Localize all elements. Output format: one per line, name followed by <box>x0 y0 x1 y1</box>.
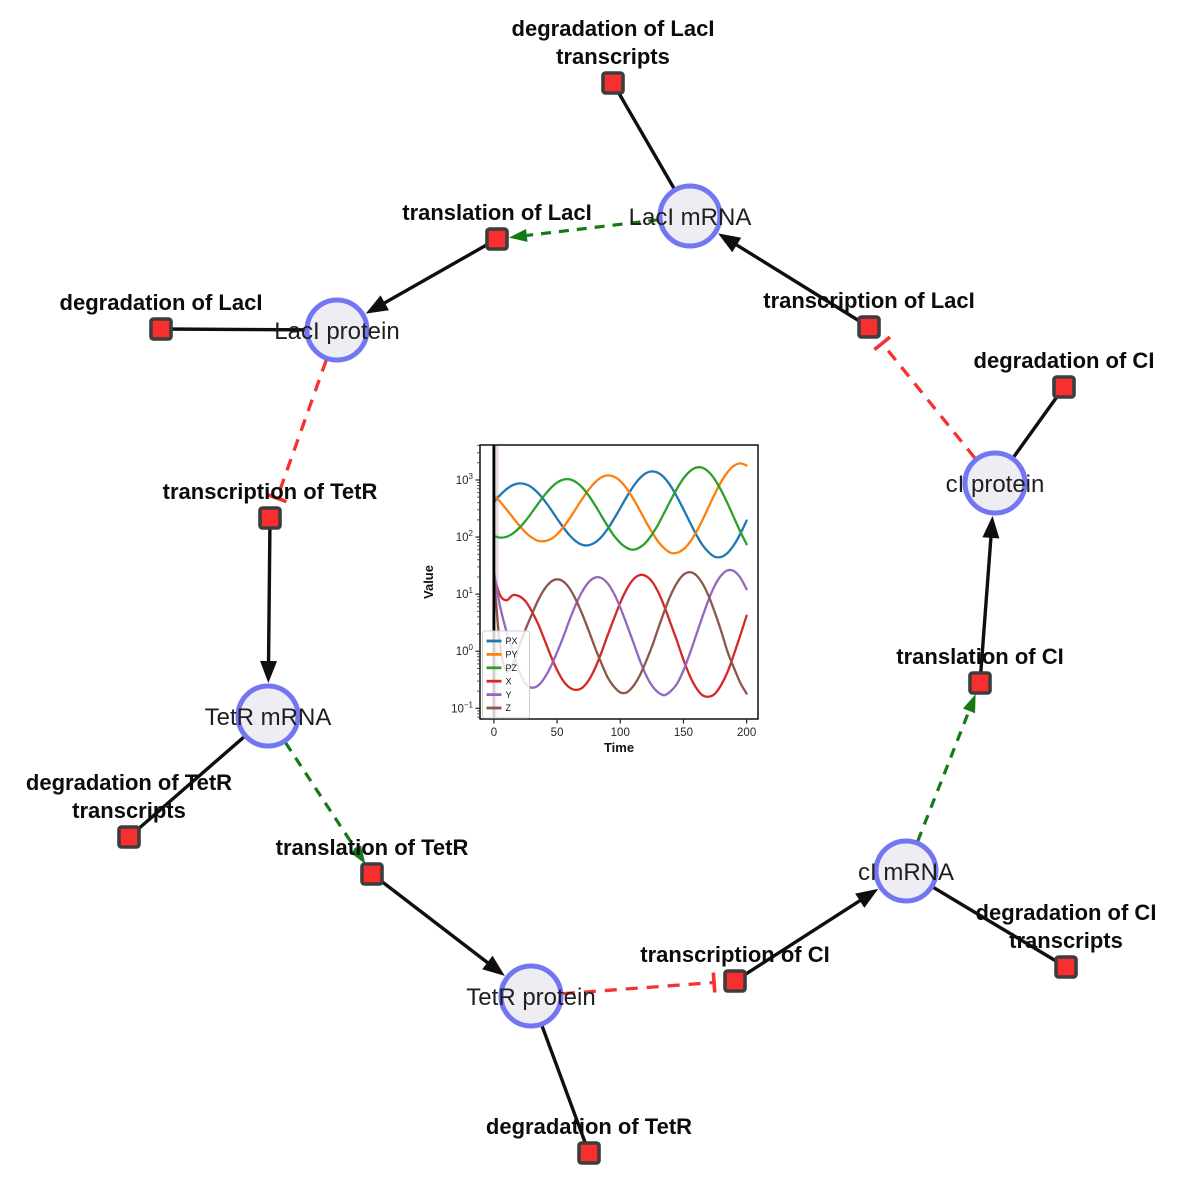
series-Y <box>492 568 748 697</box>
arrowhead <box>365 295 390 314</box>
reaction-node-deg_ci_tx[interactable] <box>1054 955 1078 979</box>
inhibition-tee <box>267 493 288 504</box>
y-tick-label: 100 <box>456 643 474 658</box>
timeseries-plot: 0 50 100 150 20010−1100101102103TimeValuePXP… <box>421 444 759 755</box>
x-tick-label: 150 <box>674 727 693 739</box>
reaction-label-txn_ci: transcription of CI <box>640 942 829 967</box>
legend-box <box>482 630 530 719</box>
reaction-label-txn_laci: transcription of LacI <box>763 288 974 313</box>
reaction-node-transl_tetr[interactable] <box>360 862 384 886</box>
y-tick-label: 102 <box>456 529 474 544</box>
edge-product <box>370 872 495 969</box>
edge-activation <box>526 218 659 238</box>
species-label-tetr_mrna: TetR mRNA <box>205 704 332 731</box>
species-node-ci_prot[interactable] <box>962 450 1028 516</box>
y-tick-label: 10−1 <box>451 700 473 715</box>
species-node-tetr_mrna[interactable] <box>235 683 301 749</box>
species-node-tetr_prot[interactable] <box>498 963 564 1029</box>
labels-layer: degradation of LacI transcripts translatio… <box>26 16 1157 1139</box>
reaction-node-deg_laci[interactable] <box>149 317 173 341</box>
legend-label-Z: Z <box>506 703 512 713</box>
edge-product <box>377 237 498 309</box>
species-node-ci_mrna[interactable] <box>873 838 939 904</box>
x-tick-label: 0 <box>491 727 497 739</box>
y-axis-label: Value <box>421 565 436 599</box>
edge-inhibition <box>880 342 977 460</box>
series-PX <box>492 470 748 559</box>
x-tick-label: 100 <box>611 727 630 739</box>
species-label-laci_mrna: LacI mRNA <box>629 204 752 231</box>
reaction-label-deg_ci_tx: transcripts <box>1009 928 1123 953</box>
plot-frame <box>479 444 759 720</box>
activation-arrowhead <box>350 845 366 864</box>
edge-product <box>729 239 870 329</box>
reaction-node-deg_tetr[interactable] <box>577 1141 601 1165</box>
legend-label-X: X <box>506 676 512 686</box>
legend-label-PX: PX <box>506 636 518 646</box>
edge-product <box>978 529 994 684</box>
reaction-label-deg_laci_tx: transcripts <box>556 44 670 69</box>
reaction-label-deg_tetr: degradation of TetR <box>486 1114 692 1139</box>
nodes-layer <box>117 71 1078 1165</box>
series-Z <box>492 570 748 695</box>
x-tick-label: 200 <box>737 727 756 739</box>
reaction-label-deg_ci: degradation of CI <box>974 348 1155 373</box>
species-label-laci_prot: LacI protein <box>274 318 399 345</box>
reaction-node-deg_tetr_tx[interactable] <box>117 825 141 849</box>
species-label-ci_prot: cI protein <box>946 471 1045 498</box>
reaction-label-deg_laci: degradation of LacI <box>60 290 263 315</box>
legend-label-Y: Y <box>506 690 512 700</box>
reaction-label-transl_laci: translation of LacI <box>402 200 591 225</box>
series-X <box>492 573 748 698</box>
legend-label-PY: PY <box>506 650 518 660</box>
reaction-label-transl_tetr: translation of TetR <box>276 835 469 860</box>
series-PZ <box>492 466 748 551</box>
inhibition-tee <box>711 972 717 993</box>
reaction-label-deg_tetr_tx: transcripts <box>72 798 186 823</box>
x-tick-label: 50 <box>551 727 564 739</box>
edge-product <box>734 894 868 983</box>
series-PY <box>492 462 748 555</box>
reaction-node-deg_laci_tx[interactable] <box>601 71 625 95</box>
edge-activation <box>916 710 971 842</box>
reaction-label-deg_tetr_tx: degradation of TetR <box>26 770 232 795</box>
curves-layer <box>492 462 748 698</box>
y-tick-label: 101 <box>456 586 474 601</box>
reaction-node-transl_laci[interactable] <box>485 227 509 251</box>
reaction-node-transl_ci[interactable] <box>968 671 992 695</box>
species-node-laci_prot[interactable] <box>304 297 370 363</box>
reaction-node-txn_ci[interactable] <box>723 969 747 993</box>
arrowhead <box>718 233 742 253</box>
reaction-node-txn_laci[interactable] <box>857 315 881 339</box>
reaction-node-txn_tetr[interactable] <box>258 506 282 530</box>
arrowhead <box>260 660 278 684</box>
reaction-node-deg_ci[interactable] <box>1052 375 1076 399</box>
edge-activation <box>284 741 357 850</box>
edge-inhibition <box>562 980 715 996</box>
edge-product <box>266 517 272 670</box>
activation-arrowhead <box>962 694 976 714</box>
x-axis-label: Time <box>604 740 634 755</box>
inhibition-tee <box>873 335 892 352</box>
arrowhead <box>855 888 879 908</box>
arrowhead <box>982 515 1000 539</box>
edge-inhibition <box>275 359 328 499</box>
arrowhead <box>482 955 505 976</box>
reaction-label-deg_ci_tx: degradation of CI <box>976 900 1157 925</box>
activation-arrowhead <box>508 228 528 242</box>
species-label-tetr_prot: TetR protein <box>466 984 595 1011</box>
species-node-laci_mrna[interactable] <box>657 183 723 249</box>
reaction-label-txn_tetr: transcription of TetR <box>163 479 378 504</box>
plot-legend: PX PY PZ XYZ <box>482 630 530 719</box>
legend-label-PZ: PZ <box>506 663 518 673</box>
y-tick-label: 103 <box>456 472 474 487</box>
species-label-ci_mrna: cI mRNA <box>858 859 954 886</box>
reaction-label-transl_ci: translation of CI <box>896 644 1063 669</box>
reaction-label-deg_laci_tx: degradation of LacI <box>512 16 715 41</box>
